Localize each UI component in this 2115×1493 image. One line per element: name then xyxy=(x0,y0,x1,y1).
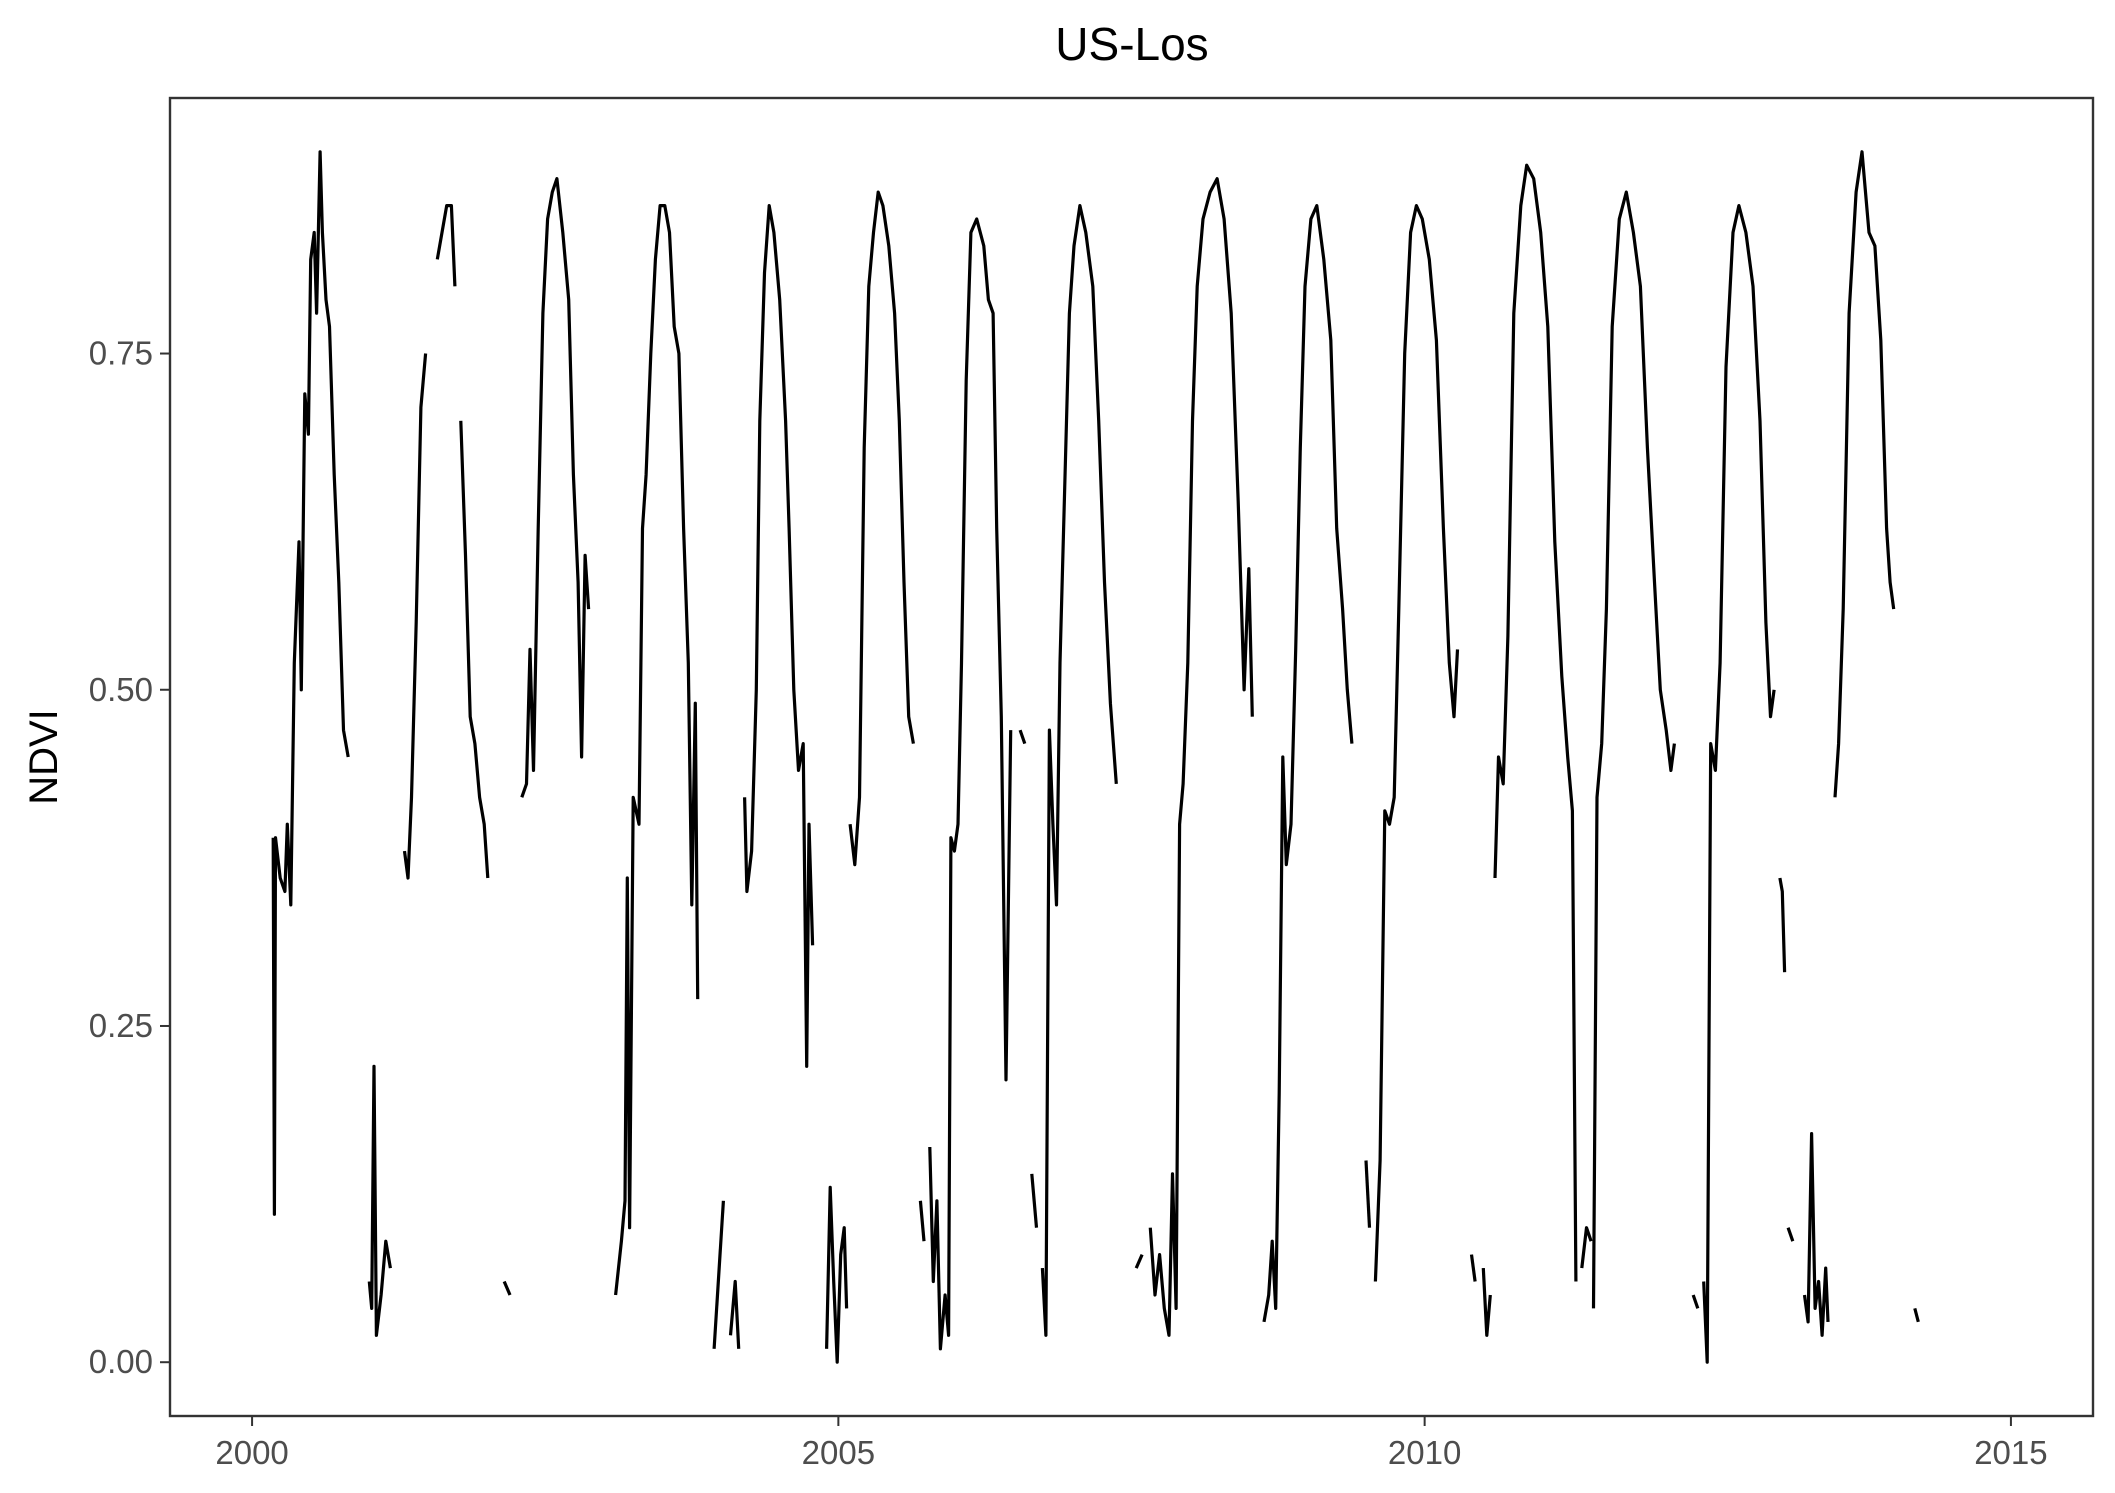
y-axis-label: NDVI xyxy=(22,709,66,805)
ndvi-line-segment xyxy=(1148,177,1254,1337)
ndvi-line-segment xyxy=(1691,1294,1700,1309)
y-tick-label: 0.50 xyxy=(89,671,153,708)
ndvi-line-segment xyxy=(1580,1226,1593,1269)
ndvi-line-segment xyxy=(502,1280,512,1296)
x-tick-label: 2015 xyxy=(1974,1434,2047,1471)
y-tick-label: 0.00 xyxy=(89,1343,153,1380)
plot-panel xyxy=(168,96,2095,1418)
ndvi-line-segment xyxy=(1481,1268,1492,1337)
ndvi-line-segment xyxy=(1373,204,1460,1282)
ndvi-line-segment xyxy=(1702,204,1776,1364)
ndvi-line-segment xyxy=(1778,877,1787,973)
ndvi-line-segment xyxy=(1134,1253,1144,1269)
y-tick-label: 0.75 xyxy=(89,335,153,372)
x-tick-label: 2005 xyxy=(802,1434,875,1471)
ndvi-line-segment xyxy=(520,177,591,798)
ndvi-line-segment xyxy=(1262,204,1354,1323)
series-layer xyxy=(271,150,1920,1364)
ndvi-line-segment xyxy=(1786,1227,1795,1242)
x-tick-label: 2000 xyxy=(215,1434,288,1471)
ndvi-line-segment xyxy=(1833,150,1896,798)
ndvi-line-segment xyxy=(1364,1160,1372,1228)
ndvi-line-segment xyxy=(614,204,700,1296)
ndvi-line-segment xyxy=(402,353,428,880)
ndvi-line-segment xyxy=(271,150,350,1216)
ndvi-line-segment xyxy=(1591,190,1676,1309)
ndvi-line-segment xyxy=(825,1185,849,1364)
y-tick-label: 0.25 xyxy=(89,1007,153,1044)
ndvi-line-segment xyxy=(712,1200,725,1349)
chart-title: US-Los xyxy=(1055,18,1208,70)
ndvi-line-segment xyxy=(848,190,915,867)
ndvi-line-segment xyxy=(743,204,815,1068)
y-axis: 0.00 0.25 0.50 0.75 xyxy=(89,335,170,1380)
ndvi-line-segment xyxy=(918,1200,926,1242)
x-axis: 2000 2005 2010 2015 xyxy=(215,1416,2048,1471)
ndvi-line-segment xyxy=(459,420,490,879)
ndvi-line-segment xyxy=(928,217,1013,1351)
ndvi-line-segment xyxy=(1802,1132,1830,1337)
ndvi-line-segment xyxy=(1030,1173,1039,1228)
x-tick-label: 2010 xyxy=(1388,1434,1461,1471)
ndvi-line-segment xyxy=(728,1279,741,1349)
ndvi-line-segment xyxy=(1040,204,1118,1337)
ndvi-line-segment xyxy=(1493,163,1578,1282)
ndvi-line-segment xyxy=(1018,729,1027,745)
ndvi-line-segment xyxy=(1913,1307,1920,1323)
ndvi-line-segment xyxy=(367,1064,392,1337)
ndvi-line-segment xyxy=(435,204,457,287)
ndvi-line-segment xyxy=(1469,1254,1477,1282)
